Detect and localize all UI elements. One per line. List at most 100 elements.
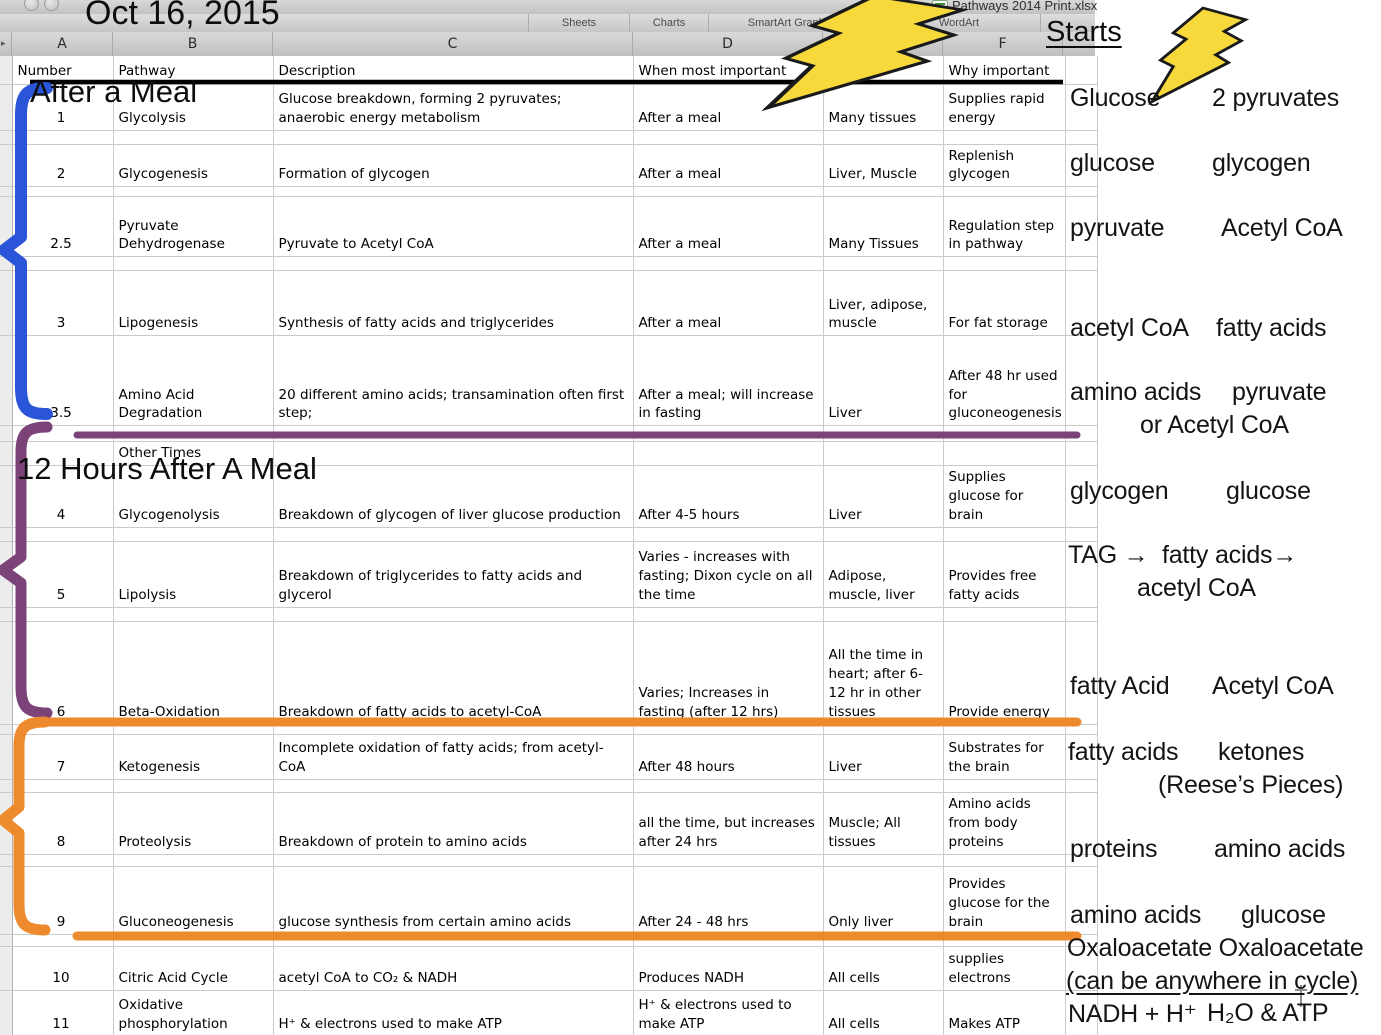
field-header-when[interactable]: When most important [633,56,824,85]
cell-why[interactable] [943,527,1066,542]
cell-when[interactable] [633,607,824,622]
cell-g-stub[interactable] [1065,130,1098,145]
cell-tissue[interactable] [823,130,944,145]
cell-pathway[interactable] [113,779,274,793]
cell-g-stub[interactable] [1065,144,1098,188]
cell-num[interactable] [12,256,114,272]
cell-why[interactable]: Provides free fatty acids [943,541,1066,608]
cell-g-stub[interactable] [1065,527,1098,542]
cell-pathway[interactable] [113,854,274,867]
cell-num[interactable]: 2.5 [12,196,114,258]
cell-pathway[interactable] [113,256,274,272]
cell-when[interactable] [633,256,824,272]
cell-desc[interactable]: Breakdown of glycogen of liver glucose p… [273,465,634,528]
cell-tissue[interactable] [823,441,944,467]
cell-g-stub[interactable] [1065,335,1098,427]
cell-tissue[interactable]: Liver [823,734,944,780]
cell-num[interactable]: 9 [12,866,114,935]
column-header-b[interactable]: B [113,32,273,56]
cell-why[interactable]: Regulation step in pathway [943,196,1066,258]
cell-why[interactable] [943,934,1066,947]
field-header-description[interactable]: Description [273,56,634,85]
cell-pathway[interactable] [113,186,274,198]
cell-why[interactable]: For fat storage [943,270,1066,337]
cell-g-stub[interactable] [1065,465,1098,528]
column-header-c[interactable]: C [273,32,633,56]
cell-when[interactable]: After a meal [633,84,824,131]
cell-tissue[interactable] [823,186,944,198]
cell-desc[interactable] [273,607,634,622]
cell-g-stub[interactable] [1065,425,1098,443]
cell-when[interactable]: After a meal [633,196,824,258]
cell-tissue[interactable]: All cells [823,990,944,1035]
cell-pathway[interactable] [113,527,274,542]
cell-num[interactable] [12,425,114,443]
cell-tissue[interactable]: Many Tissues [823,196,944,258]
cell-desc[interactable]: acetyl CoA to CO₂ & NADH [273,946,634,991]
cell-g-stub[interactable] [1065,196,1098,258]
cell-g-stub[interactable] [1065,541,1098,608]
cell-pathway[interactable]: Gluconeogenesis [113,866,274,935]
column-header-a[interactable]: A [12,32,113,56]
cell-tissue[interactable]: Liver [823,465,944,528]
cell-when[interactable] [633,724,824,735]
cell-num[interactable]: 6 [12,621,114,725]
cell-why[interactable]: supplies electrons [943,946,1066,991]
cell-g-stub[interactable] [1065,607,1098,622]
cell-desc[interactable]: Formation of glycogen [273,144,634,188]
cell-when[interactable]: After 48 hours [633,734,824,780]
column-header-f[interactable]: F [943,32,1063,56]
cell-num[interactable]: 5 [12,541,114,608]
cell-g-stub[interactable] [1065,779,1098,793]
cell-when[interactable] [633,425,824,443]
cell-tissue[interactable] [823,527,944,542]
cell-desc[interactable]: Breakdown of fatty acids to acetyl-CoA [273,621,634,725]
column-header-e[interactable]: E [823,32,943,56]
cell-num[interactable] [12,186,114,198]
cell-why[interactable]: Makes ATP [943,990,1066,1035]
cell-why[interactable]: Supplies rapid energy [943,84,1066,131]
cell-g-stub[interactable] [1065,734,1098,780]
cell-num[interactable]: 11 [12,990,114,1035]
cell-g-stub[interactable] [1065,256,1098,272]
cell-why[interactable] [943,425,1066,443]
cell-num[interactable] [12,130,114,145]
cell-g-stub[interactable] [1065,854,1098,867]
traffic-light-button[interactable] [24,0,39,11]
cell-pathway[interactable]: Proteolysis [113,792,274,855]
cell-desc[interactable]: Pyruvate to Acetyl CoA [273,196,634,258]
cell-pathway[interactable]: Amino Acid Degradation [113,335,274,427]
cell-pathway[interactable]: Pyruvate Dehydrogenase [113,196,274,258]
cell-desc[interactable] [273,527,634,542]
cell-when[interactable]: Produces NADH [633,946,824,991]
cell-why[interactable] [943,607,1066,622]
column-header-d[interactable]: D [633,32,823,56]
cell-when[interactable] [633,934,824,947]
cell-desc[interactable]: glucose synthesis from certain amino aci… [273,866,634,935]
cell-pathway[interactable] [113,934,274,947]
cell-desc[interactable] [273,186,634,198]
cell-when[interactable] [633,527,824,542]
cell-pathway[interactable] [113,724,274,735]
cell-why[interactable]: Substrates for the brain [943,734,1066,780]
cell-num[interactable]: 10 [12,946,114,991]
cell-pathway[interactable] [113,607,274,622]
tab-sheets[interactable]: Sheets [528,14,630,32]
cell-desc[interactable]: Breakdown of protein to amino acids [273,792,634,855]
cell-g-stub[interactable] [1065,621,1098,725]
cell-tissue[interactable] [823,854,944,867]
cell-g-stub[interactable] [1065,724,1098,735]
cell-when[interactable]: Varies; Increases in fasting (after 12 h… [633,621,824,725]
field-header-why[interactable]: Why important [943,56,1066,85]
cell-tissue[interactable] [823,779,944,793]
cell-desc[interactable] [273,441,634,467]
cell-tissue[interactable] [823,934,944,947]
cell-why[interactable] [943,186,1066,198]
cell-desc[interactable] [273,724,634,735]
cell-tissue[interactable]: Only liver [823,866,944,935]
select-all-corner[interactable]: ▸ [0,32,12,56]
cell-why[interactable] [943,724,1066,735]
cell-tissue[interactable]: All cells [823,946,944,991]
cell-g-stub[interactable] [1065,270,1098,337]
cell-when[interactable]: Varies - increases with fasting; Dixon c… [633,541,824,608]
